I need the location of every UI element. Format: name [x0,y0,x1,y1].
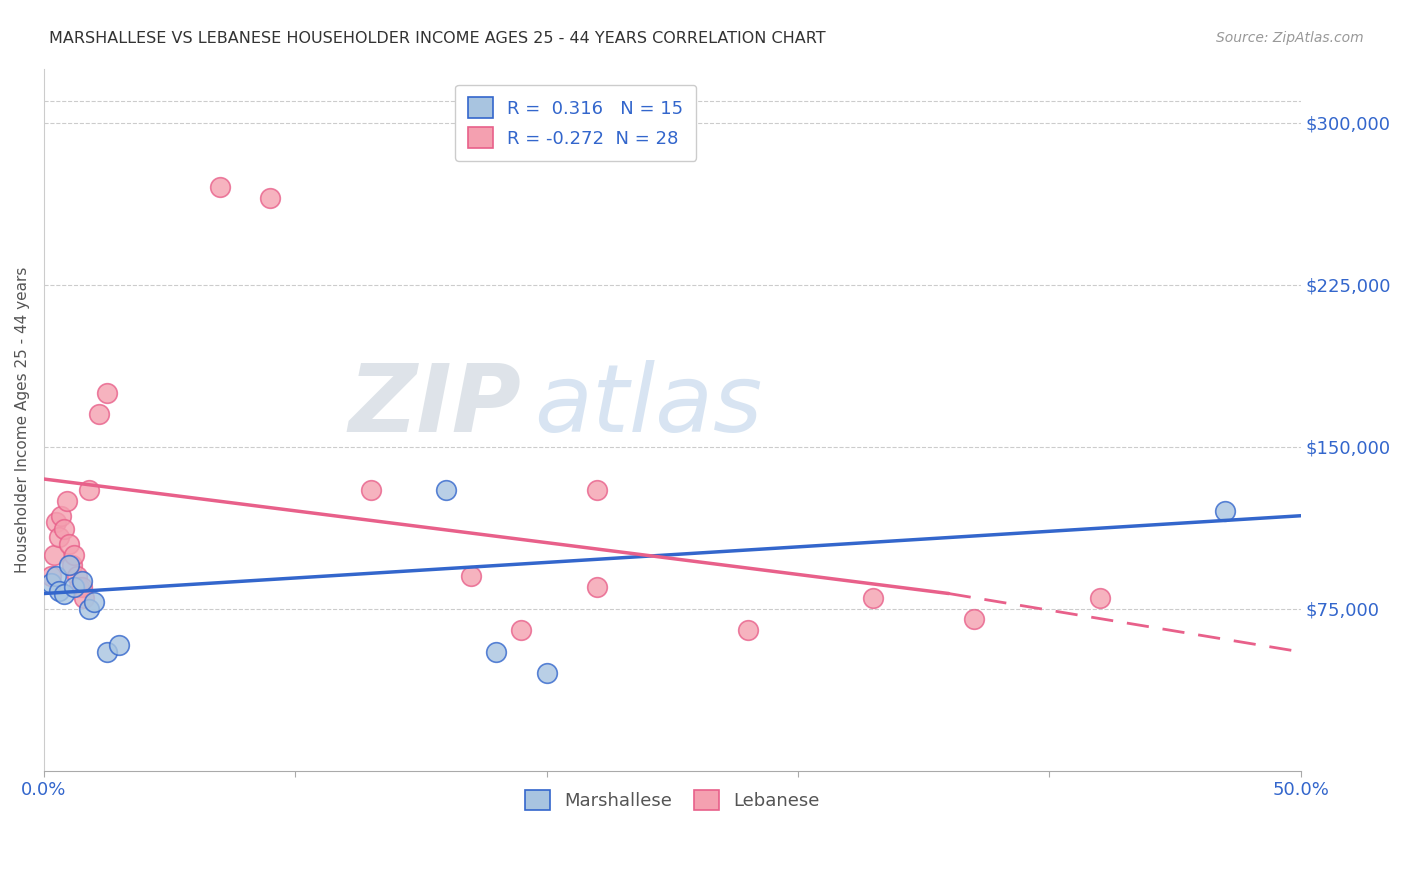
Y-axis label: Householder Income Ages 25 - 44 years: Householder Income Ages 25 - 44 years [15,267,30,573]
Point [862,591,884,605]
Point [510,624,533,638]
Point [1088,591,1111,605]
Point [77,601,100,615]
Point [70,574,93,588]
Point [53,522,76,536]
Point [65,569,87,583]
Point [48,530,70,544]
Point [63,580,86,594]
Point [53,586,76,600]
Point [485,645,508,659]
Point [586,483,609,497]
Point [45,515,67,529]
Point [48,584,70,599]
Point [536,666,558,681]
Point [89,407,111,421]
Point [55,493,77,508]
Point [259,191,281,205]
Point [1213,504,1236,518]
Point [41,575,63,590]
Point [737,624,759,638]
Point [60,558,83,573]
Point [77,483,100,497]
Point [67,580,90,594]
Point [83,595,105,609]
Point [96,645,118,659]
Text: MARSHALLESE VS LEBANESE HOUSEHOLDER INCOME AGES 25 - 44 YEARS CORRELATION CHART: MARSHALLESE VS LEBANESE HOUSEHOLDER INCO… [49,31,825,46]
Point [41,569,63,583]
Point [586,580,609,594]
Point [42,548,65,562]
Point [434,483,457,497]
Point [51,508,73,523]
Point [460,569,482,583]
Point [73,591,96,605]
Point [63,548,86,562]
Text: atlas: atlas [534,360,762,451]
Point [45,569,67,583]
Legend: Marshallese, Lebanese: Marshallese, Lebanese [510,775,834,825]
Point [108,639,131,653]
Point [70,580,93,594]
Point [96,385,118,400]
Point [58,558,80,573]
Text: Source: ZipAtlas.com: Source: ZipAtlas.com [1216,31,1364,45]
Point [360,483,382,497]
Point [208,180,231,194]
Point [963,612,986,626]
Text: ZIP: ZIP [349,359,522,451]
Point [58,537,80,551]
